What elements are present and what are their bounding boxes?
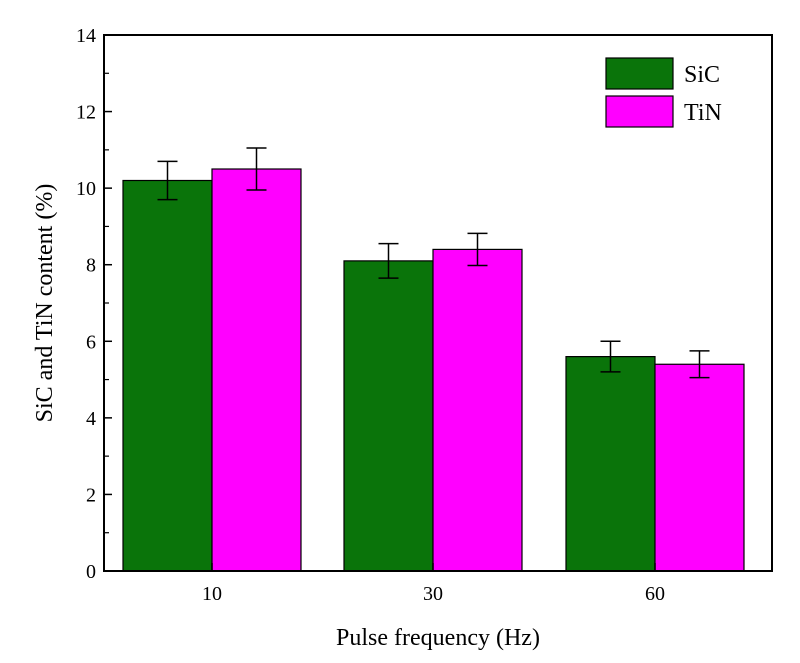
x-tick-label: 30	[423, 583, 443, 605]
error-bar-sic-60	[600, 340, 621, 373]
y-axis: 0 2 4 6 8 10 12 14	[76, 25, 112, 583]
y-tick-label: 12	[76, 102, 96, 124]
bar-sic-30	[343, 260, 434, 572]
y-axis-title: SiC and TiN content (%)	[32, 184, 58, 423]
legend-swatch	[605, 95, 674, 128]
y-tick-label: 2	[86, 484, 96, 506]
bar-sic-10	[122, 179, 213, 572]
error-bar-sic-30	[378, 242, 399, 279]
legend-label: TiN	[684, 100, 722, 126]
x-axis-title: Pulse frequency (Hz)	[336, 625, 540, 651]
legend: SiC TiN	[605, 57, 722, 128]
bar-sic-60	[565, 356, 656, 572]
bar-tin-10	[211, 168, 302, 572]
legend-item-tin: TiN	[605, 95, 722, 128]
bar-tin-30	[432, 248, 523, 572]
y-tick-label: 10	[76, 178, 96, 200]
legend-label: SiC	[684, 62, 720, 88]
y-tick-label: 0	[86, 561, 96, 583]
y-tick-label: 4	[86, 408, 96, 430]
error-bar-tin-10	[246, 147, 267, 191]
y-tick-label: 6	[86, 331, 96, 353]
x-tick-label: 10	[202, 583, 222, 605]
y-tick-label: 8	[86, 255, 96, 277]
x-axis: 10 30 60	[202, 563, 665, 605]
x-tick-label: 60	[645, 583, 665, 605]
error-bar-tin-60	[689, 350, 710, 379]
y-tick-label: 14	[76, 25, 96, 47]
error-bar-tin-30	[467, 232, 488, 267]
bars-layer	[122, 168, 745, 572]
legend-swatch	[605, 57, 674, 90]
error-bar-sic-10	[157, 160, 178, 201]
error-bars-layer	[157, 147, 710, 379]
bar-tin-60	[654, 363, 745, 572]
legend-item-sic: SiC	[605, 57, 720, 90]
